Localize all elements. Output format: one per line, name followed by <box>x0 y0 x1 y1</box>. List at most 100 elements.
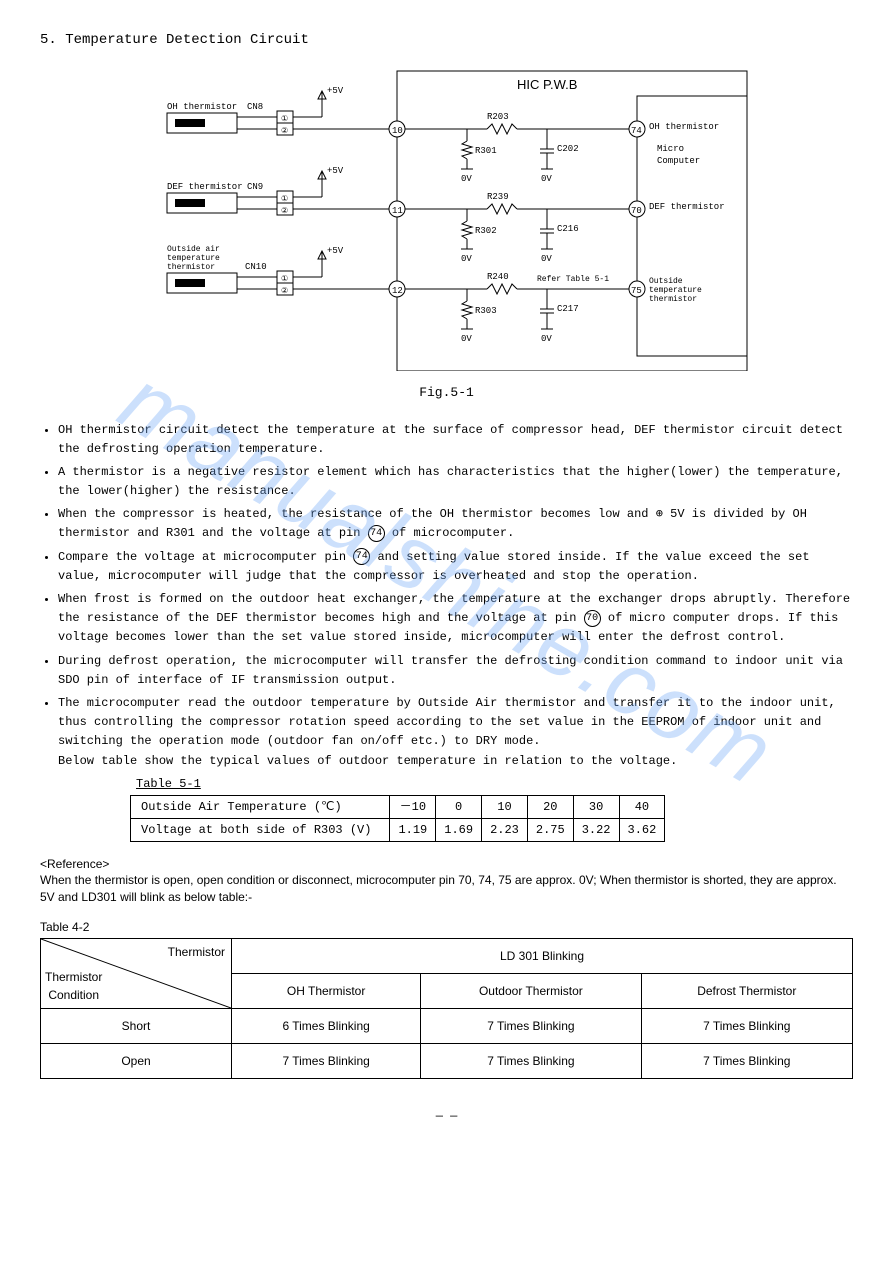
zero-volt: 0V <box>461 174 472 184</box>
t42-cell: 7 Times Blinking <box>421 1009 641 1044</box>
zero-volt: 0V <box>541 334 552 344</box>
capacitor: C202 <box>557 144 579 154</box>
series-resistor: R239 <box>487 192 509 202</box>
series-resistor: R203 <box>487 112 509 122</box>
t51-cell: 3.62 <box>619 818 665 841</box>
svg-text:②: ② <box>281 287 288 296</box>
svg-text:Outside: Outside <box>649 277 683 286</box>
svg-text:temperature: temperature <box>649 286 702 295</box>
svg-text:thermistor: thermistor <box>649 295 697 304</box>
t51-cell: －10 <box>390 795 436 818</box>
t51-cell: 20 <box>527 795 573 818</box>
reference-title: <Reference> <box>40 857 109 871</box>
out-label: DEF thermistor <box>649 202 725 212</box>
table-row: Thermistor ThermistorCondition LD 301 Bl… <box>41 939 853 974</box>
micro-label-2: Computer <box>657 156 700 166</box>
svg-text:thermistor: thermistor <box>167 263 215 272</box>
svg-text:②: ② <box>281 127 288 136</box>
table-row: Short 6 Times Blinking 7 Times Blinking … <box>41 1009 853 1044</box>
connector-label: CN10 <box>245 262 267 272</box>
t42-cell: 7 Times Blinking <box>641 1009 852 1044</box>
bullet-item: The microcomputer read the outdoor tempe… <box>58 694 853 771</box>
pin-in: 10 <box>392 126 403 136</box>
svg-text:Outside air: Outside air <box>167 245 220 254</box>
t51-cell: 40 <box>619 795 665 818</box>
svg-text:②: ② <box>281 207 288 216</box>
table-5-1: Outside Air Temperature (℃) －10 0 10 20 … <box>130 795 665 842</box>
t51-row2-label: Voltage at both side of R303 (V) <box>131 818 390 841</box>
connector-label: CN9 <box>247 182 263 192</box>
t42-cell: 7 Times Blinking <box>421 1044 641 1079</box>
t42-col-header: OH Thermistor <box>232 974 421 1009</box>
t51-cell: 2.23 <box>482 818 528 841</box>
thermistor-label: DEF thermistor <box>167 182 243 192</box>
capacitor: C217 <box>557 304 579 314</box>
diagonal-header: Thermistor ThermistorCondition <box>41 939 232 1009</box>
table-4-2: Thermistor ThermistorCondition LD 301 Bl… <box>40 938 853 1079</box>
t51-cell: 10 <box>482 795 528 818</box>
bullet-item: When the compressor is heated, the resis… <box>58 505 853 543</box>
t51-cell: 3.22 <box>573 818 619 841</box>
pin-out: 75 <box>631 286 642 296</box>
thermistor-label: OH thermistor <box>167 102 237 112</box>
section-title-text: Temperature Detection Circuit <box>65 32 309 48</box>
zero-volt: 0V <box>541 174 552 184</box>
voltage-label: +5V <box>327 86 344 96</box>
pin-74-icon: 74 <box>368 525 385 542</box>
pulldown-resistor: R303 <box>475 306 497 316</box>
page-number: — — <box>40 1107 853 1125</box>
pulldown-resistor: R301 <box>475 146 497 156</box>
svg-text:①: ① <box>281 195 288 204</box>
t42-col-header: Outdoor Thermistor <box>421 974 641 1009</box>
out-label: OH thermistor <box>649 122 719 132</box>
t51-cell: 1.69 <box>436 818 482 841</box>
reference-block: <Reference> When the thermistor is open,… <box>40 856 853 906</box>
table42-caption: Table 4-2 <box>40 918 853 936</box>
t42-top-header: LD 301 Blinking <box>232 939 853 974</box>
figure-caption: Fig.5-1 <box>40 383 853 403</box>
micro-label-1: Micro <box>657 144 684 154</box>
t42-cell: 7 Times Blinking <box>641 1044 852 1079</box>
t42-col-header: Defrost Thermistor <box>641 974 852 1009</box>
t51-cell: 0 <box>436 795 482 818</box>
zero-volt: 0V <box>461 254 472 264</box>
reference-text: When the thermistor is open, open condit… <box>40 873 837 904</box>
t51-cell: 2.75 <box>527 818 573 841</box>
zero-volt: 0V <box>461 334 472 344</box>
connector-label: CN8 <box>247 102 263 112</box>
t51-cell: 1.19 <box>390 818 436 841</box>
table-row: Outside Air Temperature (℃) －10 0 10 20 … <box>131 795 665 818</box>
series-resistor: R240 <box>487 272 509 282</box>
pin-in: 12 <box>392 286 403 296</box>
note: Refer Table 5-1 <box>537 275 609 284</box>
bullet-item: When frost is formed on the outdoor heat… <box>58 590 853 648</box>
table-row: Voltage at both side of R303 (V) 1.19 1.… <box>131 818 665 841</box>
table51-caption: Table 5-1 <box>136 775 853 793</box>
pulldown-resistor: R302 <box>475 226 497 236</box>
pin-out: 74 <box>631 126 642 136</box>
diag-bot: ThermistorCondition <box>45 968 102 1004</box>
pin-out: 70 <box>631 206 642 216</box>
voltage-label: +5V <box>327 246 344 256</box>
bullet-item: A thermistor is a negative resistor elem… <box>58 463 853 501</box>
pin-in: 11 <box>392 206 403 216</box>
t42-cell: 6 Times Blinking <box>232 1009 421 1044</box>
pin-70-icon: 70 <box>584 610 601 627</box>
circuit-diagram: HIC P.W.B Micro Computer OH thermistor C… <box>40 61 853 371</box>
pin-74-icon: 74 <box>353 548 370 565</box>
section-heading: 5. Temperature Detection Circuit <box>40 30 853 51</box>
table-row: Open 7 Times Blinking 7 Times Blinking 7… <box>41 1044 853 1079</box>
diagram-title: HIC P.W.B <box>517 77 577 92</box>
t42-cell: 7 Times Blinking <box>232 1044 421 1079</box>
capacitor: C216 <box>557 224 579 234</box>
voltage-label: +5V <box>327 166 344 176</box>
zero-volt: 0V <box>541 254 552 264</box>
t51-row1-label: Outside Air Temperature (℃) <box>131 795 390 818</box>
bullet-item: Compare the voltage at microcomputer pin… <box>58 548 853 586</box>
svg-text:①: ① <box>281 275 288 284</box>
t42-row-label: Short <box>41 1009 232 1044</box>
t51-cell: 30 <box>573 795 619 818</box>
section-number: 5. <box>40 32 57 48</box>
svg-text:temperature: temperature <box>167 254 220 263</box>
t42-row-label: Open <box>41 1044 232 1079</box>
